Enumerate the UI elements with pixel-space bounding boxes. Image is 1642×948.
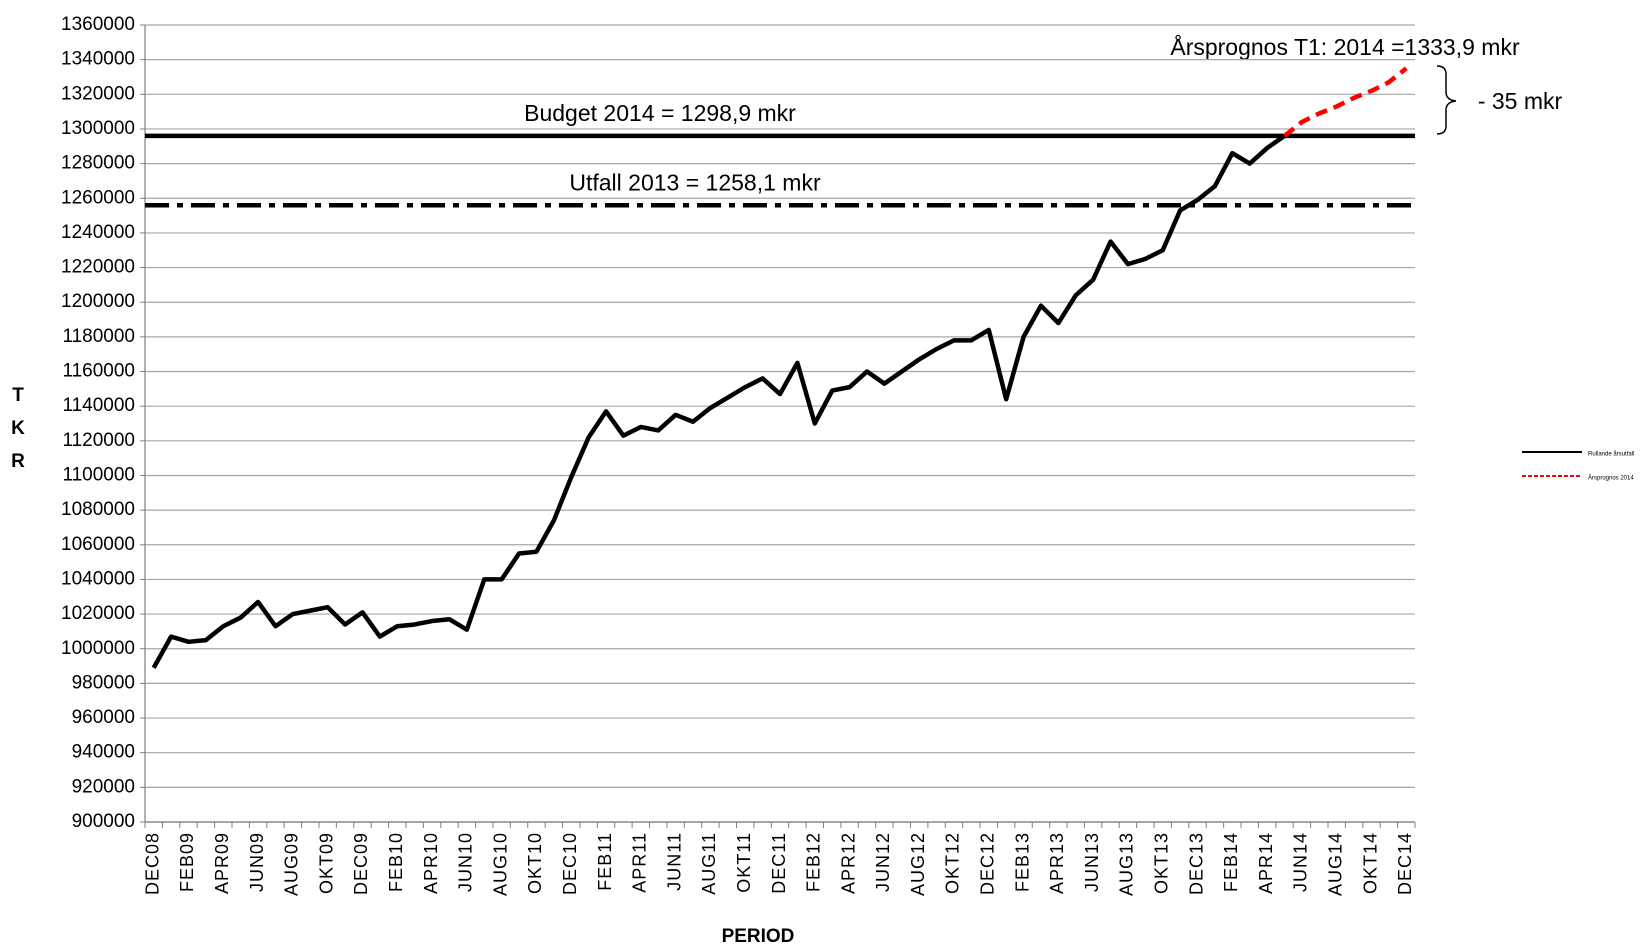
x-tick-label: JUN09 xyxy=(247,832,267,892)
y-tick-label: 1020000 xyxy=(61,603,135,624)
x-tick-label: AUG12 xyxy=(908,832,928,896)
y-tick-label: 1280000 xyxy=(61,153,135,174)
x-tick-label: FEB11 xyxy=(595,832,615,891)
x-tick-label: DEC12 xyxy=(978,832,998,895)
x-tick-label: OKT12 xyxy=(943,832,963,894)
x-tick-label: DEC10 xyxy=(560,832,580,895)
x-tick-label: FEB12 xyxy=(804,832,824,892)
y-tick-label: 1180000 xyxy=(62,326,135,347)
x-tick-label: APR11 xyxy=(630,832,650,893)
y-tick-label: 1040000 xyxy=(61,568,135,589)
x-tick-label: FEB14 xyxy=(1221,832,1241,892)
y-tick-label: 940000 xyxy=(72,742,135,763)
y-axis-label: TKR xyxy=(8,385,29,484)
annotation: Årsprognos T1: 2014 =1333,9 mkr xyxy=(1170,33,1520,60)
y-tick-label: 1200000 xyxy=(61,291,135,312)
x-tick-label: APR12 xyxy=(838,832,858,894)
y-tick-label: 1160000 xyxy=(62,361,135,382)
legend-label: Årsprognos 2014 xyxy=(1588,475,1634,482)
y-tick-label: 1140000 xyxy=(62,395,135,416)
x-tick-label: JUN10 xyxy=(456,832,476,892)
x-tick-label: DEC14 xyxy=(1395,832,1415,895)
annotation: - 35 mkr xyxy=(1478,88,1563,114)
y-tick-label: 980000 xyxy=(72,672,135,693)
x-tick-label: OKT09 xyxy=(316,832,336,894)
y-tick-label: 1360000 xyxy=(61,14,135,35)
x-tick-label: AUG14 xyxy=(1325,832,1345,896)
y-tick-label: 1320000 xyxy=(61,83,135,104)
y-tick-label: 1060000 xyxy=(61,534,135,555)
data-line xyxy=(1283,66,1408,138)
x-tick-label: DEC08 xyxy=(142,832,162,895)
y-tick-label: 900000 xyxy=(72,811,135,832)
x-tick-label: APR09 xyxy=(212,832,232,894)
x-tick-label: JUN11 xyxy=(664,832,684,891)
x-tick-label: AUG10 xyxy=(490,832,510,896)
reference-label: Budget 2014 = 1298,9 mkr xyxy=(524,100,796,126)
y-tick-label: 1300000 xyxy=(61,118,135,139)
x-tick-label: FEB10 xyxy=(386,832,406,892)
y-tick-label: 1240000 xyxy=(61,222,135,243)
x-tick-label: AUG09 xyxy=(282,832,302,896)
y-tick-label: 1340000 xyxy=(61,49,135,70)
x-tick-label: OKT10 xyxy=(525,832,545,894)
x-tick-label: DEC11 xyxy=(769,832,789,894)
y-tick-label: 1260000 xyxy=(61,187,135,208)
y-tick-label: 1100000 xyxy=(62,464,135,485)
x-tick-label: APR10 xyxy=(421,832,441,894)
x-tick-label: AUG13 xyxy=(1117,832,1137,896)
legend-label: Rullande årsutfall xyxy=(1588,451,1634,458)
y-tick-label: 920000 xyxy=(72,776,135,797)
x-tick-label: APR14 xyxy=(1256,832,1276,894)
x-tick-label: DEC09 xyxy=(351,832,371,895)
brace xyxy=(1436,65,1457,135)
x-tick-label: OKT11 xyxy=(734,832,754,893)
y-tick-label: 1120000 xyxy=(62,430,135,451)
x-tick-label: FEB09 xyxy=(177,832,197,892)
data-line xyxy=(151,134,1286,669)
x-tick-label: JUN13 xyxy=(1082,832,1102,892)
reference-label: Utfall 2013 = 1258,1 mkr xyxy=(569,169,821,195)
x-tick-label: JUN14 xyxy=(1291,832,1311,892)
y-tick-label: 1000000 xyxy=(61,638,135,659)
x-axis-label: PERIOD xyxy=(722,926,795,947)
x-tick-label: FEB13 xyxy=(1012,832,1032,892)
x-tick-label: DEC13 xyxy=(1186,832,1206,895)
y-tick-label: 960000 xyxy=(72,707,135,728)
x-tick-label: JUN12 xyxy=(873,832,893,892)
y-tick-label: 1220000 xyxy=(61,257,135,278)
x-tick-label: APR13 xyxy=(1047,832,1067,894)
x-tick-label: OKT13 xyxy=(1151,832,1171,894)
x-tick-label: AUG11 xyxy=(699,832,719,895)
y-tick-label: 1080000 xyxy=(61,499,135,520)
x-tick-label: OKT14 xyxy=(1360,832,1380,894)
